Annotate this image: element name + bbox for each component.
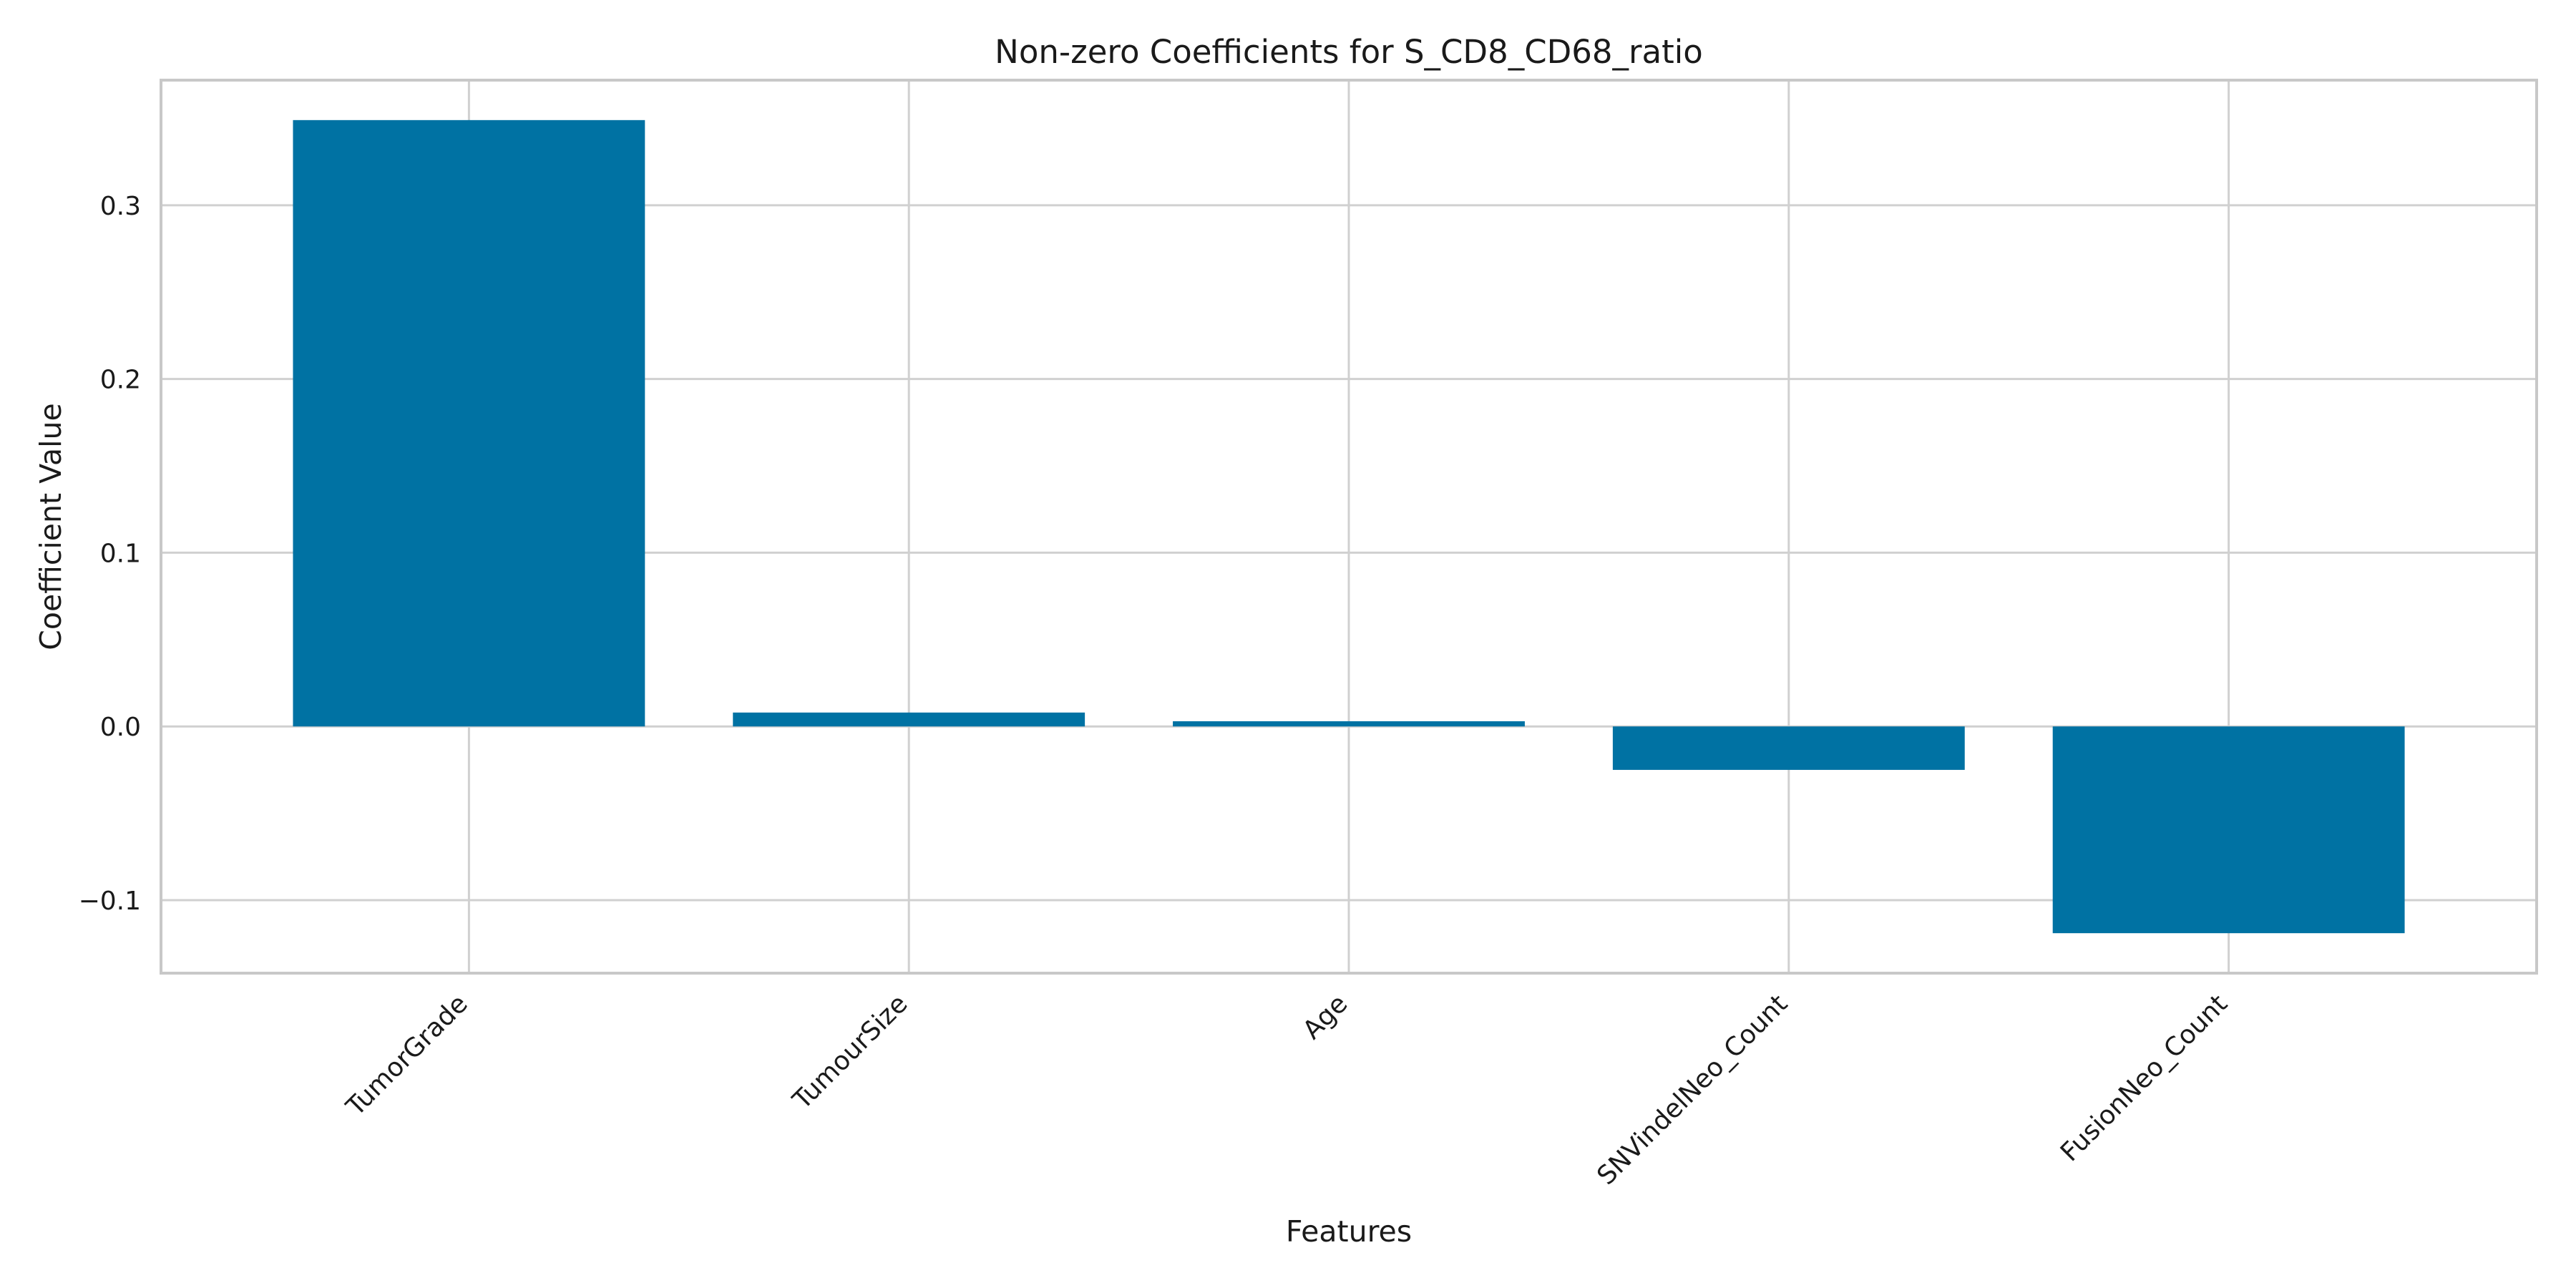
y-axis-label: Coefficient Value (34, 403, 68, 650)
bar (1612, 726, 1965, 770)
y-tick-label: 0.0 (100, 713, 141, 742)
bars (293, 119, 2405, 934)
bar (1173, 721, 1525, 727)
chart-title: Non-zero Coefficients for S_CD8_CD68_rat… (995, 33, 1703, 71)
bar (2052, 726, 2405, 934)
plot-frame (160, 79, 2538, 975)
y-tick-label: 0.2 (100, 366, 141, 395)
bar (293, 119, 645, 727)
y-tick-labels: −0.1 0.0 0.1 0.2 0.3 (79, 192, 141, 916)
y-tick-label: 0.3 (100, 192, 141, 221)
x-axis-label: Features (1286, 1214, 1412, 1249)
y-tick-label: −0.1 (79, 887, 141, 916)
y-tick-label: 0.1 (100, 539, 141, 568)
bar (733, 712, 1085, 727)
